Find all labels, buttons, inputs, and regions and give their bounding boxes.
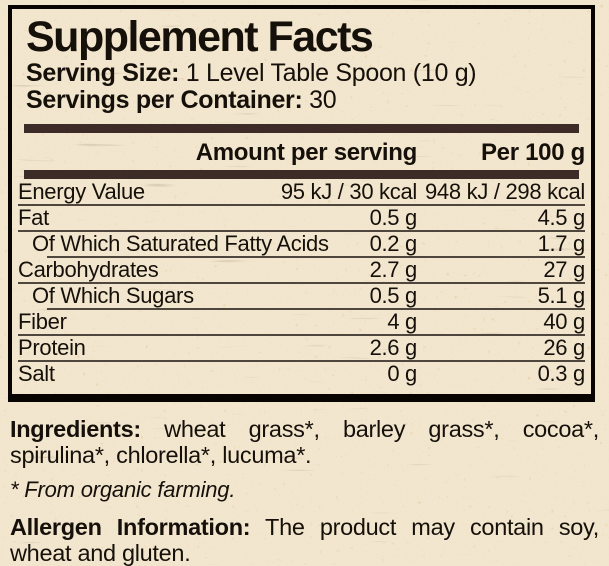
column-header-per-100g: Per 100 g [480,138,585,166]
table-row-sugars: Of Which Sugars 0.5 g 5.1 g [18,282,586,310]
nutrient-name: Fat [18,204,49,230]
table-row-carbohydrates: Carbohydrates 2.7 g 27 g [18,256,585,284]
nutrient-name: Of Which Sugars [32,282,194,308]
nutrient-per-100g: 4.5 g [537,204,586,230]
servings-per-container-line: Servings per Container: 30 [26,85,585,114]
nutrient-name: Carbohydrates [18,256,159,282]
table-row-fiber: Fiber 4 g 40 g [18,308,585,336]
nutrient-amount-per-serving: 2.6 g [369,334,418,360]
nutrient-per-100g: 0.3 g [537,360,586,386]
nutrient-amount-per-serving: 0.5 g [369,204,418,230]
nutrient-per-100g: 948 kJ / 298 kcal [425,178,585,204]
column-header-amount-per-serving: Amount per serving [195,138,418,166]
table-row-salt: Salt 0 g 0.3 g [18,361,585,387]
nutrient-name: Salt [18,360,55,386]
ingredients-paragraph: Ingredients: wheat grass*, barley grass*… [10,416,599,468]
column-header-row: Amount per serving Per 100 g [18,133,586,170]
serving-size-value: 1 Level Table Spoon (10 g) [179,58,477,87]
nutrient-name: Of Which Saturated Fatty Acids [32,230,329,256]
table-row-fat: Fat 0.5 g 4.5 g [18,204,586,232]
ingredients-label: Ingredients: [10,416,141,442]
allergen-paragraph: Allergen Information: The product may co… [10,514,599,566]
serving-size-label: Serving Size: [26,58,180,87]
table-row-protein: Protein 2.6 g 26 g [18,334,585,362]
servings-per-container-value: 30 [302,85,337,114]
nutrient-per-100g: 1.7 g [537,230,586,256]
serving-size-line: Serving Size: 1 Level Table Spoon (10 g) [26,58,585,87]
nutrient-name: Fiber [18,308,67,334]
nutrient-name: Energy Value [18,178,145,204]
divider-bar-top [24,123,579,133]
nutrient-per-100g: 5.1 g [537,282,586,308]
supplement-facts-box: Supplement Facts Serving Size: 1 Level T… [8,5,595,402]
panel-title: Supplement Facts [26,13,374,61]
servings-per-container-label: Servings per Container: [26,85,303,114]
allergen-label: Allergen Information: [10,514,251,540]
divider-bar-mid [24,169,579,179]
table-row-saturated-fatty-acids: Of Which Saturated Fatty Acids 0.2 g 1.7… [18,230,586,258]
nutrient-amount-per-serving: 0 g [387,360,417,386]
nutrient-amount-per-serving: 0.5 g [369,282,418,308]
table-row-energy-value: Energy Value 95 kJ / 30 kcal 948 kJ / 29… [18,178,585,206]
nutrient-amount-per-serving: 2.7 g [369,256,418,282]
nutrient-table: Energy Value 95 kJ / 30 kcal 948 kJ / 29… [18,179,585,387]
nutrient-amount-per-serving: 4 g [387,308,417,334]
nutrient-per-100g: 26 g [543,334,585,360]
nutrient-per-100g: 40 g [543,308,585,334]
organic-farming-note: * From organic farming. [10,477,236,502]
label-footer: Ingredients: wheat grass*, barley grass*… [0,402,609,566]
nutrient-amount-per-serving: 0.2 g [369,230,418,256]
nutrient-name: Protein [18,334,86,360]
nutrient-per-100g: 27 g [543,256,585,282]
nutrient-amount-per-serving: 95 kJ / 30 kcal [280,178,417,204]
